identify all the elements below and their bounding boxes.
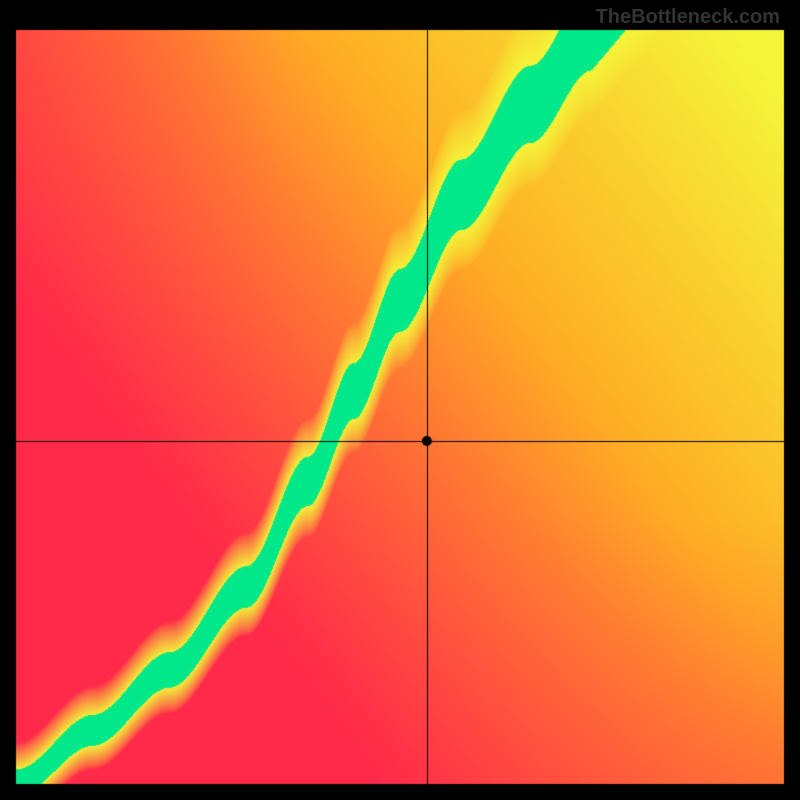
heatmap-canvas [0,0,800,800]
watermark-text: TheBottleneck.com [596,6,780,29]
chart-container: TheBottleneck.com [0,0,800,800]
